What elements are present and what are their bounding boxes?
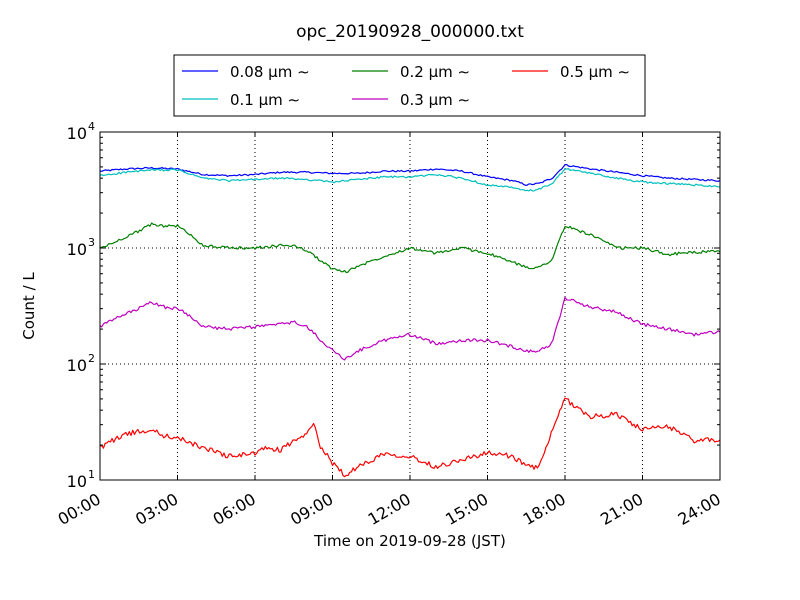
y-tick-label-base: 10 [67, 472, 87, 491]
grid [100, 132, 720, 480]
legend-label: 0.2 μm ∼ [400, 63, 470, 81]
chart-title: opc_20190928_000000.txt [296, 22, 524, 42]
legend-label: 0.3 μm ∼ [400, 91, 470, 109]
y-tick-label: 10 4 [67, 120, 95, 143]
legend-label: 0.08 μm ∼ [230, 63, 310, 81]
y-tick-label-base: 10 [67, 240, 87, 259]
y-tick-label-exponent: 1 [88, 468, 95, 481]
y-tick-label-exponent: 3 [88, 236, 95, 249]
y-tick-label-base: 10 [67, 124, 87, 143]
series-line [99, 397, 721, 478]
legend-entry: 0.08 μm ∼ [182, 63, 310, 81]
legend-entry: 0.2 μm ∼ [352, 63, 470, 81]
series-line [99, 296, 721, 361]
legend-entry: 0.5 μm ∼ [512, 63, 630, 81]
legend-entries: 0.08 μm ∼ 0.2 μm ∼ 0.5 μm ∼ 0.1 μm ∼ 0.3 μm … [182, 63, 630, 109]
y-tick-label-exponent: 4 [88, 120, 95, 133]
series-line [99, 222, 721, 274]
y-tick-label: 10 1 [67, 468, 95, 491]
legend-label: 0.5 μm ∼ [560, 63, 630, 81]
y-tick-label-base: 10 [67, 356, 87, 375]
y-axis-label: Count / L [20, 272, 38, 340]
x-axis-label: Time on 2019-09-28 (JST) [313, 532, 506, 550]
legend-entry: 0.3 μm ∼ [352, 91, 470, 109]
legend-box [173, 54, 646, 117]
legend-entry: 0.1 μm ∼ [182, 91, 300, 109]
y-tick-label-exponent: 2 [88, 352, 95, 365]
axis-ticks [99, 131, 721, 481]
plot-lines [99, 163, 721, 478]
series-line [99, 163, 721, 186]
legend-label: 0.1 μm ∼ [230, 91, 300, 109]
y-tick-label: 10 3 [67, 236, 95, 259]
series-line [99, 168, 721, 192]
y-tick-label: 10 2 [67, 352, 95, 375]
legend: 0.08 μm ∼ 0.2 μm ∼ 0.5 μm ∼ 0.1 μm ∼ 0.3 μm … [173, 54, 646, 117]
